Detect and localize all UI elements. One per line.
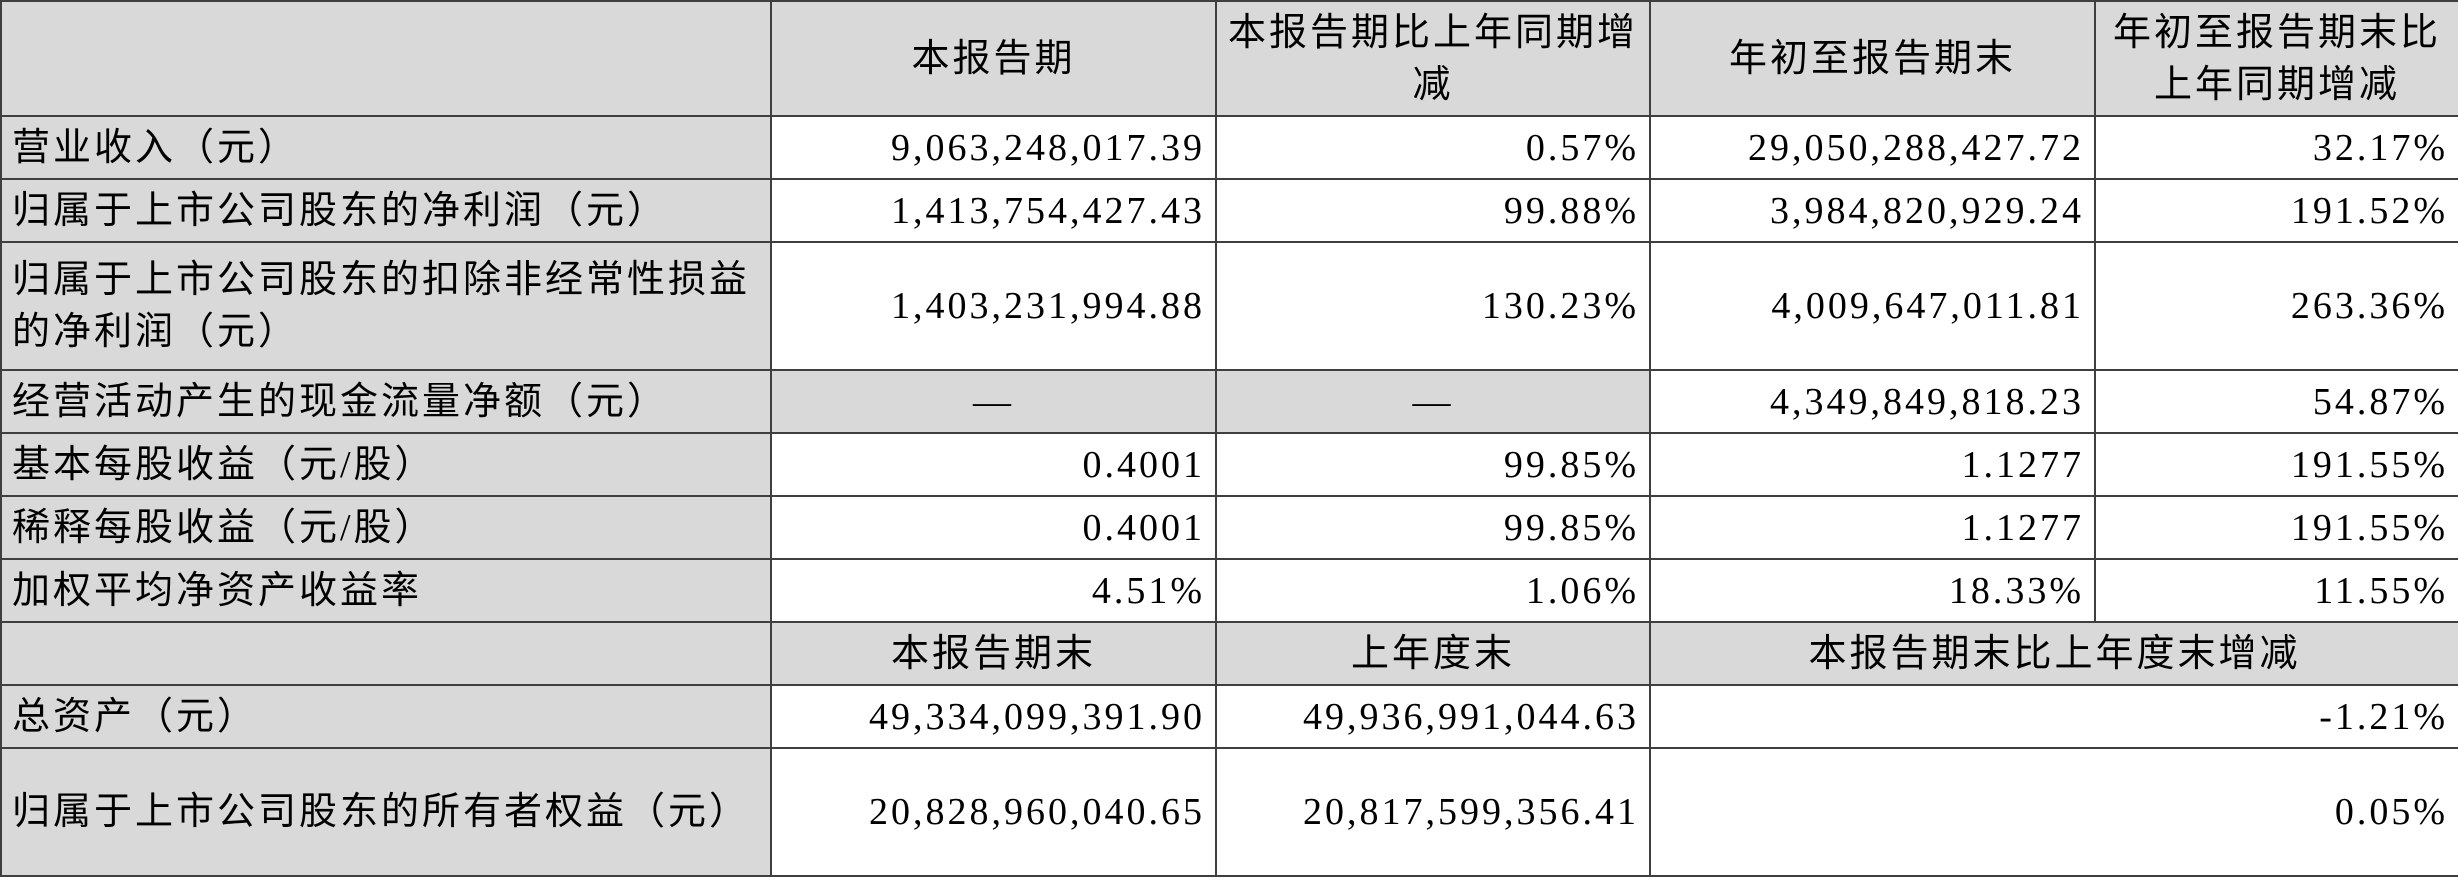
- subheader-prior-year-end: 上年度末: [1215, 621, 1651, 686]
- header-current-period: 本报告期: [770, 0, 1217, 117]
- cell-current-period: 0.4001: [770, 495, 1217, 560]
- header-year-to-date: 年初至报告期末: [1649, 0, 2096, 117]
- row-equity: 归属于上市公司股东的所有者权益（元） 20,828,960,040.65 20,…: [0, 747, 2458, 877]
- cell-ytd-yoy: 32.17%: [2094, 115, 2458, 180]
- cell-current-period: 4.51%: [770, 558, 1217, 623]
- cell-current-period: 1,403,231,994.88: [770, 241, 1217, 371]
- cell-ytd: 18.33%: [1649, 558, 2096, 623]
- cell-current-yoy: 0.57%: [1215, 115, 1651, 180]
- cell-ytd: 4,009,647,011.81: [1649, 241, 2096, 371]
- row-net-profit-excl-nonrecurring: 归属于上市公司股东的扣除非经常性损益的净利润（元） 1,403,231,994.…: [0, 241, 2458, 371]
- row-label: 稀释每股收益（元/股）: [0, 495, 772, 560]
- cell-ytd-yoy: 191.55%: [2094, 495, 2458, 560]
- subheader-change: 本报告期末比上年度末增减: [1649, 621, 2458, 686]
- cell-current-period-dash: —: [770, 369, 1217, 434]
- cell-period-end: 20,828,960,040.65: [770, 747, 1217, 877]
- row-label: 基本每股收益（元/股）: [0, 432, 772, 497]
- cell-current-yoy: 99.85%: [1215, 495, 1651, 560]
- row-net-profit: 归属于上市公司股东的净利润（元） 1,413,754,427.43 99.88%…: [0, 178, 2458, 243]
- cell-ytd: 29,050,288,427.72: [1649, 115, 2096, 180]
- subheader-corner-cell: [0, 621, 772, 686]
- subheader-period-end: 本报告期末: [770, 621, 1217, 686]
- cell-current-period: 9,063,248,017.39: [770, 115, 1217, 180]
- header-corner-cell: [0, 0, 772, 117]
- row-label: 归属于上市公司股东的扣除非经常性损益的净利润（元）: [0, 241, 772, 371]
- row-label: 归属于上市公司股东的净利润（元）: [0, 178, 772, 243]
- cell-prior-year-end: 20,817,599,356.41: [1215, 747, 1651, 877]
- cell-change: 0.05%: [1649, 747, 2458, 877]
- cell-ytd-yoy: 11.55%: [2094, 558, 2458, 623]
- cell-current-yoy-dash: —: [1215, 369, 1651, 434]
- cell-ytd-yoy: 263.36%: [2094, 241, 2458, 371]
- cell-ytd-yoy: 191.55%: [2094, 432, 2458, 497]
- row-basic-eps: 基本每股收益（元/股） 0.4001 99.85% 1.1277 191.55%: [0, 432, 2458, 497]
- cell-ytd-yoy: 54.87%: [2094, 369, 2458, 434]
- row-label: 营业收入（元）: [0, 115, 772, 180]
- cell-current-yoy: 130.23%: [1215, 241, 1651, 371]
- row-label: 经营活动产生的现金流量净额（元）: [0, 369, 772, 434]
- cell-prior-year-end: 49,936,991,044.63: [1215, 684, 1651, 749]
- cell-ytd: 1.1277: [1649, 432, 2096, 497]
- cell-current-yoy: 1.06%: [1215, 558, 1651, 623]
- cell-current-yoy: 99.88%: [1215, 178, 1651, 243]
- row-total-assets: 总资产（元） 49,334,099,391.90 49,936,991,044.…: [0, 684, 2458, 749]
- cell-change: -1.21%: [1649, 684, 2458, 749]
- row-label: 加权平均净资产收益率: [0, 558, 772, 623]
- table-header-row: 本报告期 本报告期比上年同期增减 年初至报告期末 年初至报告期末比上年同期增减: [0, 0, 2458, 117]
- row-weighted-avg-roe: 加权平均净资产收益率 4.51% 1.06% 18.33% 11.55%: [0, 558, 2458, 623]
- cell-current-period: 0.4001: [770, 432, 1217, 497]
- header-year-to-date-yoy: 年初至报告期末比上年同期增减: [2094, 0, 2458, 117]
- header-current-period-yoy: 本报告期比上年同期增减: [1215, 0, 1651, 117]
- cell-current-yoy: 99.85%: [1215, 432, 1651, 497]
- row-operating-revenue: 营业收入（元） 9,063,248,017.39 0.57% 29,050,28…: [0, 115, 2458, 180]
- row-diluted-eps: 稀释每股收益（元/股） 0.4001 99.85% 1.1277 191.55%: [0, 495, 2458, 560]
- row-operating-cash-flow: 经营活动产生的现金流量净额（元） — — 4,349,849,818.23 54…: [0, 369, 2458, 434]
- cell-ytd: 1.1277: [1649, 495, 2096, 560]
- cell-ytd: 4,349,849,818.23: [1649, 369, 2096, 434]
- cell-current-period: 1,413,754,427.43: [770, 178, 1217, 243]
- row-label: 总资产（元）: [0, 684, 772, 749]
- cell-ytd: 3,984,820,929.24: [1649, 178, 2096, 243]
- cell-period-end: 49,334,099,391.90: [770, 684, 1217, 749]
- row-subheader: 本报告期末 上年度末 本报告期末比上年度末增减: [0, 621, 2458, 686]
- row-label: 归属于上市公司股东的所有者权益（元）: [0, 747, 772, 877]
- cell-ytd-yoy: 191.52%: [2094, 178, 2458, 243]
